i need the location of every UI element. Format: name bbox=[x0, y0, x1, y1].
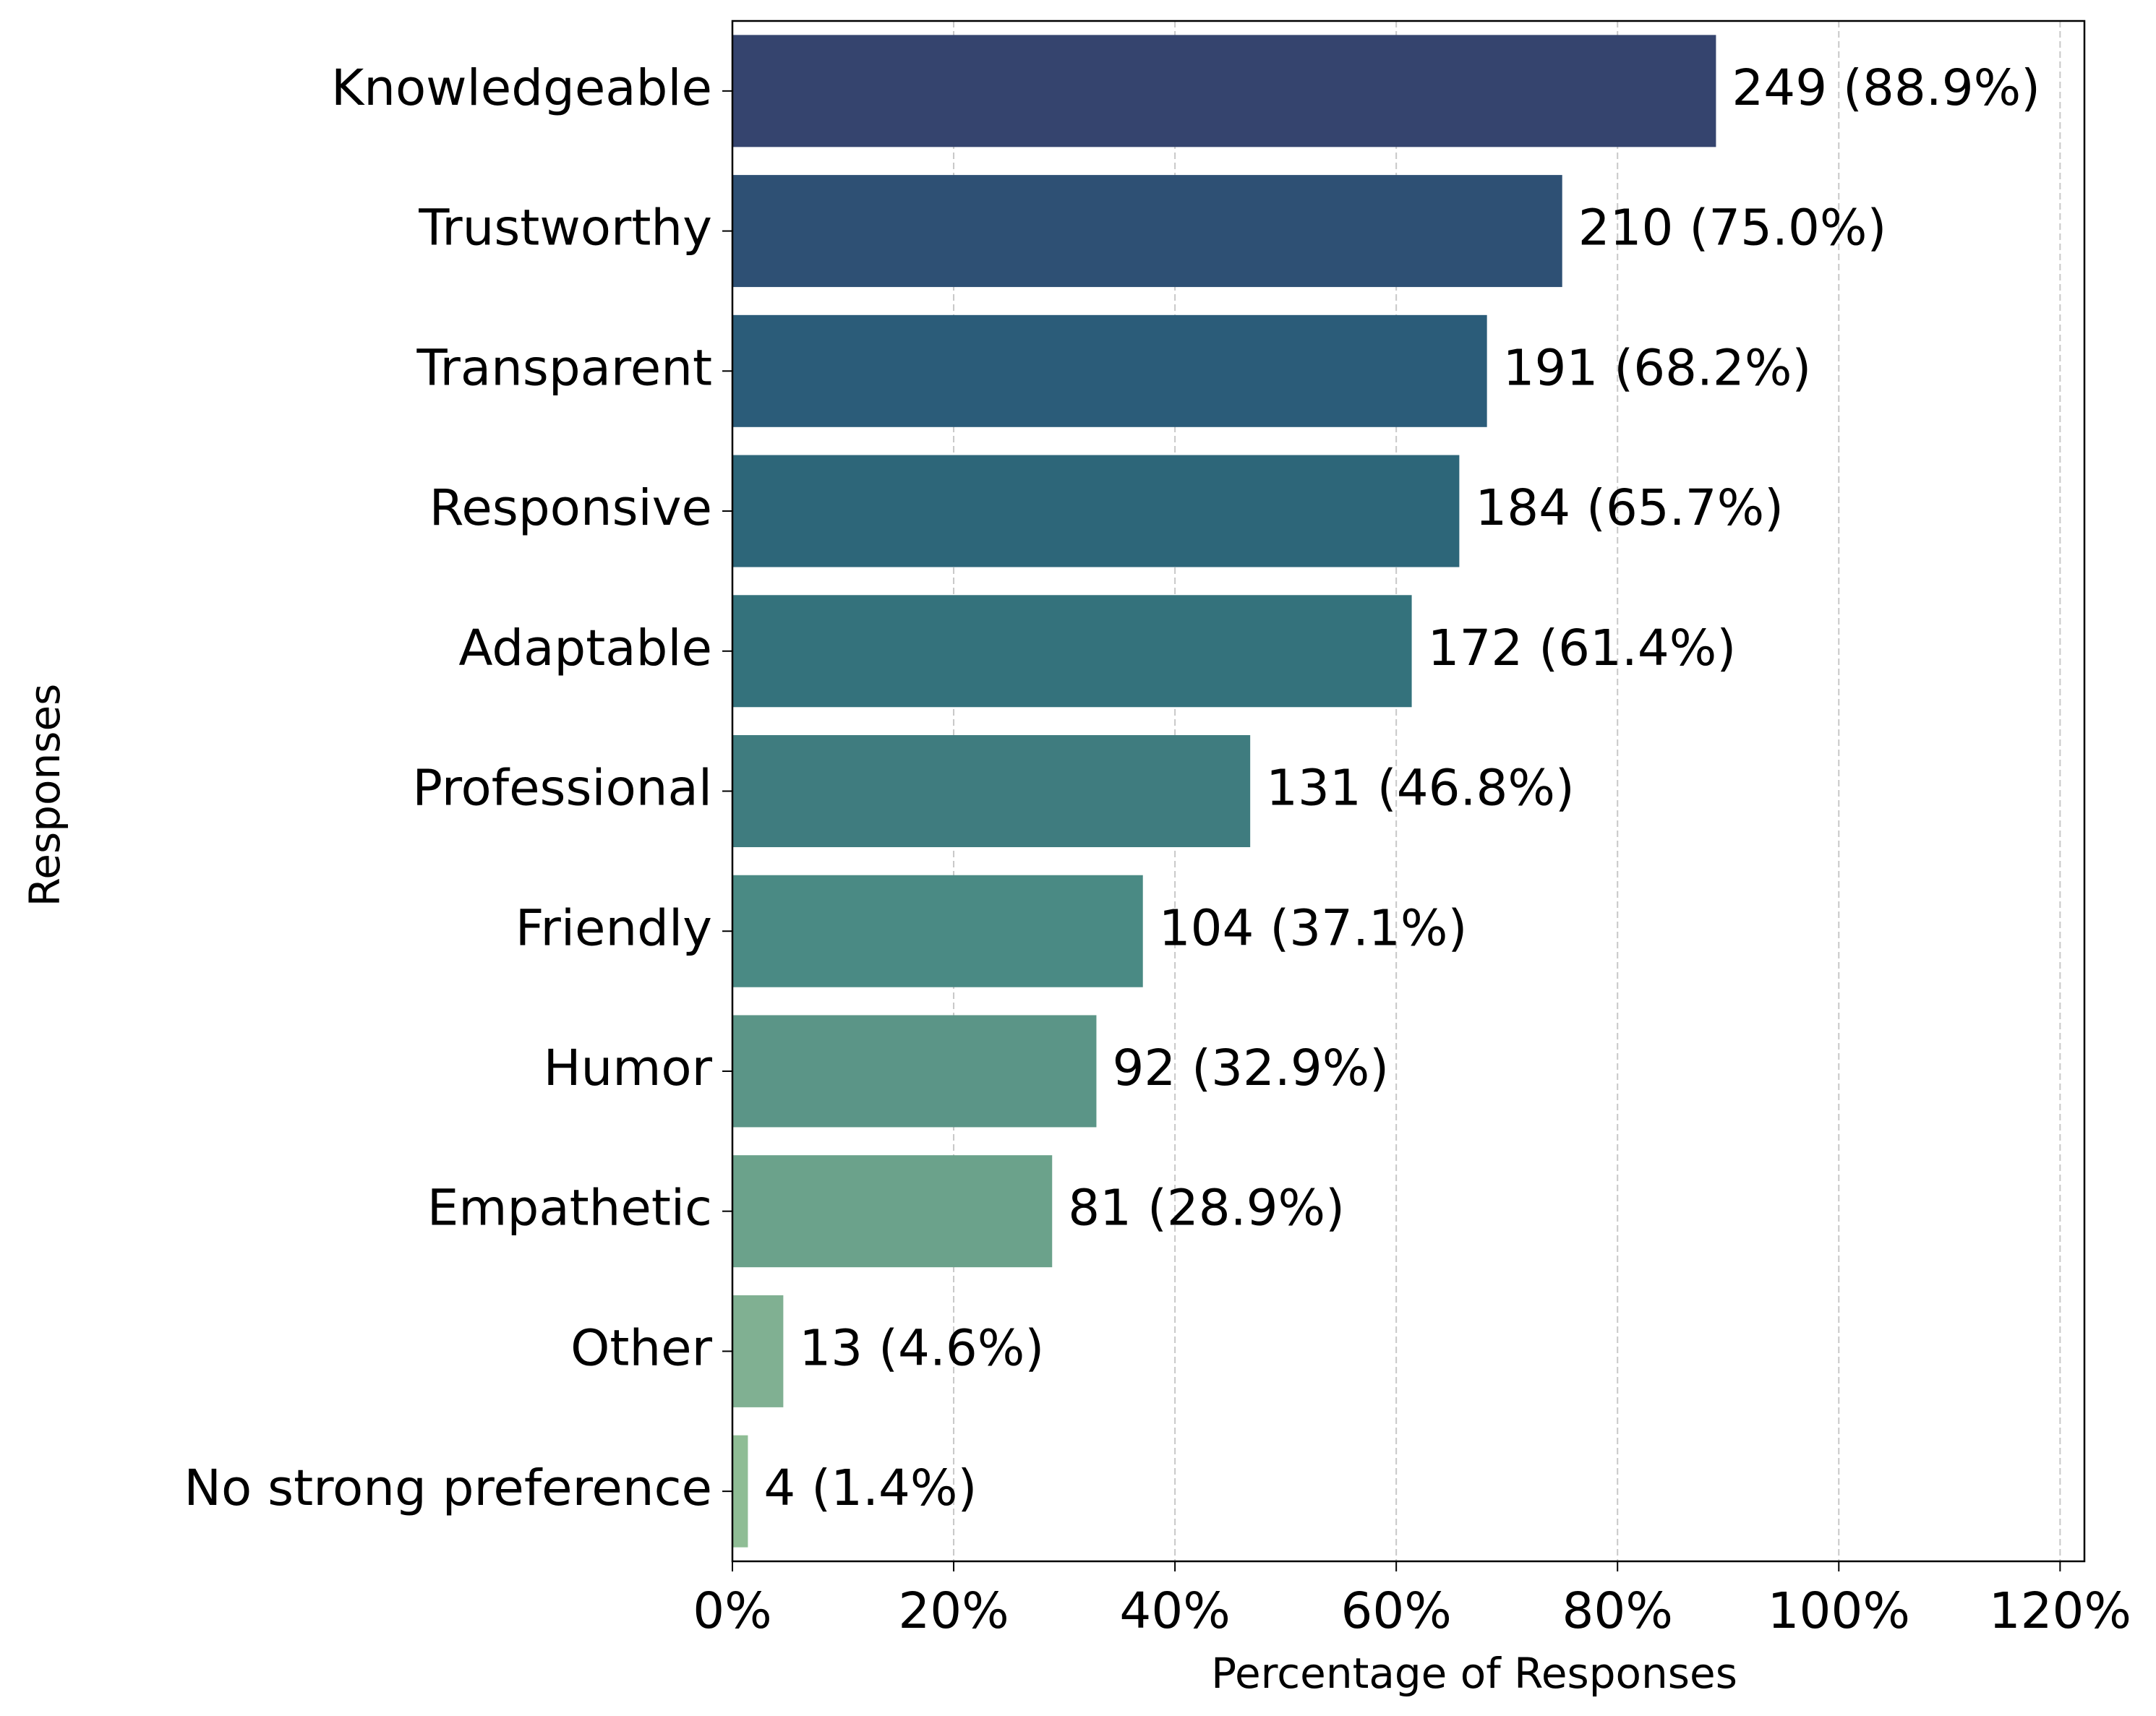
x-tick-label: 0% bbox=[693, 1582, 771, 1640]
value-label: 210 (75.0%) bbox=[1578, 200, 1887, 257]
y-axis-title: Responses bbox=[20, 684, 69, 907]
y-tick-label: Knowledgeable bbox=[331, 59, 712, 117]
y-tick-label: Responsive bbox=[429, 479, 712, 537]
value-label: 249 (88.9%) bbox=[1732, 59, 2040, 117]
y-tick-label: Transparent bbox=[416, 339, 712, 397]
value-label: 172 (61.4%) bbox=[1428, 619, 1737, 677]
x-tick-label: 60% bbox=[1340, 1582, 1451, 1640]
y-tick-label: Friendly bbox=[516, 899, 712, 957]
bar bbox=[732, 1435, 748, 1548]
x-axis-title: Percentage of Responses bbox=[1211, 1649, 1737, 1698]
value-label: 4 (1.4%) bbox=[763, 1459, 977, 1517]
bar bbox=[732, 1155, 1053, 1268]
y-tick-label: Professional bbox=[412, 760, 712, 818]
y-tick-label: Empathetic bbox=[427, 1180, 712, 1237]
bar bbox=[732, 175, 1562, 288]
y-tick-label: Humor bbox=[544, 1039, 713, 1097]
y-tick-label: Trustworthy bbox=[418, 200, 712, 257]
bar bbox=[732, 35, 1716, 147]
bar bbox=[732, 595, 1412, 708]
x-tick-label: 40% bbox=[1119, 1582, 1230, 1640]
value-label: 131 (46.8%) bbox=[1266, 760, 1575, 818]
x-tick-label: 80% bbox=[1562, 1582, 1673, 1640]
x-tick-label: 100% bbox=[1768, 1582, 1910, 1640]
value-label: 184 (65.7%) bbox=[1475, 479, 1784, 537]
value-label: 191 (68.2%) bbox=[1503, 339, 1812, 397]
x-tick-label: 120% bbox=[1989, 1582, 2131, 1640]
bar bbox=[732, 314, 1487, 427]
x-tick-label: 20% bbox=[898, 1582, 1009, 1640]
value-label: 81 (28.9%) bbox=[1068, 1180, 1345, 1237]
bar bbox=[732, 735, 1251, 847]
value-label: 104 (37.1%) bbox=[1159, 899, 1468, 957]
bar bbox=[732, 1015, 1097, 1128]
value-label: 92 (32.9%) bbox=[1112, 1039, 1389, 1097]
bar bbox=[732, 455, 1460, 567]
bar bbox=[732, 1295, 784, 1407]
y-tick-label: Adaptable bbox=[458, 619, 712, 677]
plot-frame bbox=[731, 20, 2086, 1563]
y-tick-label: Other bbox=[570, 1319, 713, 1377]
bar bbox=[732, 875, 1143, 987]
y-tick-label: No strong preference bbox=[184, 1459, 712, 1517]
value-label: 13 (4.6%) bbox=[799, 1319, 1044, 1377]
